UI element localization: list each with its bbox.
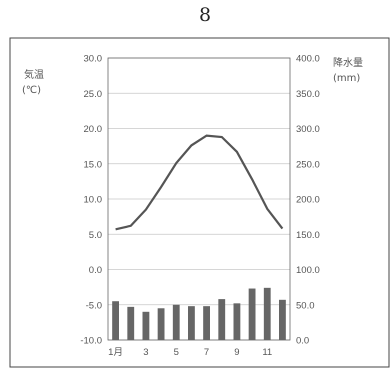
x-tick-label: 11 — [262, 347, 272, 358]
precipitation-bar — [248, 288, 256, 340]
left-tick-labels: 30.0 25.0 20.0 15.0 10.0 5.0 0.0 -5.0 -10.0 — [80, 54, 102, 347]
precipitation-bar — [112, 301, 119, 340]
x-tick-label: 7 — [204, 347, 209, 358]
right-tick-label: 150.0 — [296, 230, 320, 241]
temperature-line — [115, 134, 284, 231]
left-tick-label: -10.0 — [80, 336, 102, 347]
right-tick-label: 100.0 — [296, 265, 320, 276]
left-tick-label: 10.0 — [84, 195, 103, 206]
right-axis-label-line2: (mm) — [333, 73, 360, 84]
right-tick-label: 350.0 — [296, 89, 320, 100]
right-tick-label: 400.0 — [296, 54, 320, 65]
precipitation-bar — [142, 311, 150, 340]
left-axis-label-line1: 気温 — [24, 68, 44, 81]
right-tick-label: 300.0 — [296, 124, 320, 135]
x-tick-label: 3 — [143, 347, 148, 358]
right-axis-label-line1: 降水量 — [333, 56, 363, 69]
x-tick-label: 9 — [234, 347, 239, 358]
right-tick-label: 0.0 — [296, 336, 309, 347]
x-tick-label: 1月 — [108, 347, 123, 358]
left-tick-label: 25.0 — [84, 89, 103, 100]
precipitation-bar — [157, 308, 165, 340]
right-tick-label: 250.0 — [296, 159, 320, 170]
left-tick-label: 30.0 — [84, 54, 103, 65]
precipitation-bar — [233, 303, 241, 340]
precipitation-bar — [188, 306, 195, 340]
right-tick-label: 200.0 — [296, 195, 320, 206]
precipitation-bar — [263, 287, 271, 340]
x-tick-labels: 1月 3 5 7 9 11 — [108, 347, 272, 358]
precipitation-bars — [112, 287, 286, 340]
right-tick-labels: 400.0 350.0 300.0 250.0 200.0 150.0 100.0 50.0 0… — [296, 54, 320, 347]
left-axis-label-line2: (℃) — [22, 85, 41, 96]
precipitation-bar — [203, 306, 210, 340]
precipitation-bar — [172, 304, 180, 340]
left-tick-label: 5.0 — [89, 230, 102, 241]
x-tick-label: 5 — [174, 347, 179, 358]
precipitation-bar — [127, 306, 135, 340]
left-tick-label: 15.0 — [84, 159, 103, 170]
left-tick-label: 20.0 — [84, 124, 103, 135]
precipitation-bar — [218, 299, 226, 340]
left-tick-label: -5.0 — [86, 300, 102, 311]
precipitation-bar — [279, 299, 286, 340]
left-tick-label: 0.0 — [89, 265, 102, 276]
right-tick-label: 50.0 — [296, 300, 315, 311]
plot-area-border — [107, 57, 291, 341]
page-number: 8 — [198, 4, 212, 26]
chart-frame — [9, 37, 390, 368]
